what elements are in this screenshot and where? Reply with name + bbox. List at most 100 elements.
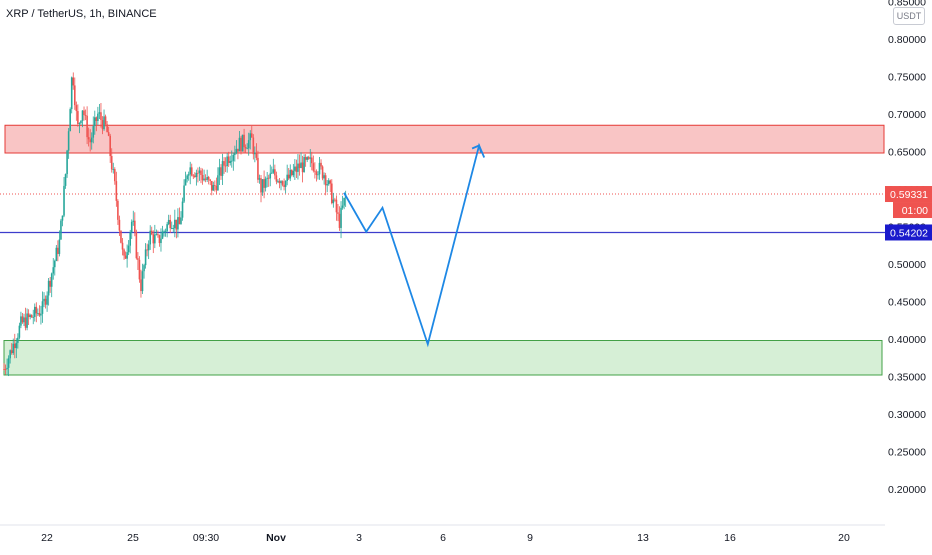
candle-body xyxy=(144,249,147,266)
candle-body xyxy=(160,238,162,244)
candle-body xyxy=(284,181,287,187)
candle-body xyxy=(255,152,258,158)
candle-body xyxy=(152,234,155,244)
candle xyxy=(300,152,302,169)
candle xyxy=(324,172,327,196)
candle xyxy=(234,145,236,162)
candle-body xyxy=(161,231,164,239)
candle-body xyxy=(57,247,59,254)
candle xyxy=(331,179,333,205)
candle-body xyxy=(12,343,15,354)
candle xyxy=(294,159,296,180)
candle-body xyxy=(21,316,24,323)
candle xyxy=(286,164,288,186)
candle xyxy=(87,127,90,147)
candle xyxy=(32,309,35,325)
candle-body xyxy=(172,228,175,229)
candle xyxy=(237,148,239,160)
candle xyxy=(250,125,253,138)
candle xyxy=(26,308,28,331)
candle xyxy=(81,110,84,128)
last-price-value: 0.59331 xyxy=(890,189,928,201)
candle-body xyxy=(26,313,28,328)
candle xyxy=(272,158,275,174)
candle xyxy=(321,165,324,181)
support-zone[interactable] xyxy=(3,340,883,376)
candle-body xyxy=(129,232,131,246)
candle xyxy=(334,197,336,202)
candle-body xyxy=(121,242,124,250)
candle-body xyxy=(84,114,87,116)
candle-body xyxy=(112,169,115,170)
candle-body xyxy=(6,367,8,370)
candle xyxy=(103,109,105,131)
candle-body xyxy=(304,157,307,160)
candle xyxy=(274,164,276,180)
candle-body xyxy=(38,313,41,316)
candle-body xyxy=(157,234,159,236)
candle-body xyxy=(341,205,344,208)
candle-body xyxy=(7,358,10,368)
candle-body xyxy=(30,315,33,318)
candle-body xyxy=(232,154,235,161)
candle-body xyxy=(80,120,82,124)
candle xyxy=(338,206,341,231)
candle-body xyxy=(100,112,102,121)
candle xyxy=(172,224,175,233)
candle-body xyxy=(181,201,184,218)
candle xyxy=(181,197,184,221)
y-tick-label: 0.75000 xyxy=(888,72,926,84)
candle-body xyxy=(83,110,85,115)
candle-body xyxy=(254,152,256,155)
candle xyxy=(170,221,173,230)
candle xyxy=(241,134,244,152)
candle xyxy=(317,171,319,180)
candle xyxy=(315,169,318,182)
candle xyxy=(240,135,242,155)
candle xyxy=(115,171,118,207)
candle-body xyxy=(24,317,27,328)
candle-body xyxy=(44,298,47,305)
candle-body xyxy=(203,178,205,181)
candle-body xyxy=(320,162,322,167)
candle xyxy=(210,180,213,196)
candle-body xyxy=(90,137,93,143)
candle-body xyxy=(212,185,215,191)
candle xyxy=(260,174,262,203)
candle xyxy=(326,180,328,193)
candle-body xyxy=(101,120,104,130)
candle xyxy=(140,269,142,298)
candle-body xyxy=(312,163,315,171)
currency-button[interactable]: USDT xyxy=(893,7,925,25)
candle xyxy=(343,197,345,210)
candle xyxy=(114,167,116,185)
x-tick-label: 20 xyxy=(838,532,850,544)
candle xyxy=(221,153,224,185)
candle-body xyxy=(127,245,130,253)
candle-body xyxy=(206,176,208,180)
candle xyxy=(209,178,212,186)
x-tick-label: 16 xyxy=(724,532,736,544)
candle xyxy=(161,225,164,240)
candle-body xyxy=(243,134,245,148)
candle xyxy=(94,110,96,135)
candle xyxy=(261,179,264,196)
candle-body xyxy=(143,265,145,272)
candle-body xyxy=(317,174,319,176)
resistance-zone[interactable] xyxy=(4,124,885,154)
x-tick-label: Nov xyxy=(266,532,286,544)
candle xyxy=(143,263,145,279)
candle-body xyxy=(234,153,236,155)
candle xyxy=(266,171,268,188)
candle xyxy=(289,164,292,182)
x-tick-label: 13 xyxy=(637,532,649,544)
candle xyxy=(246,143,248,150)
candle xyxy=(284,180,287,194)
candle xyxy=(6,358,8,376)
candle xyxy=(190,163,193,177)
candle xyxy=(126,244,128,268)
candle-body xyxy=(27,313,30,318)
projection-path[interactable] xyxy=(343,142,486,348)
